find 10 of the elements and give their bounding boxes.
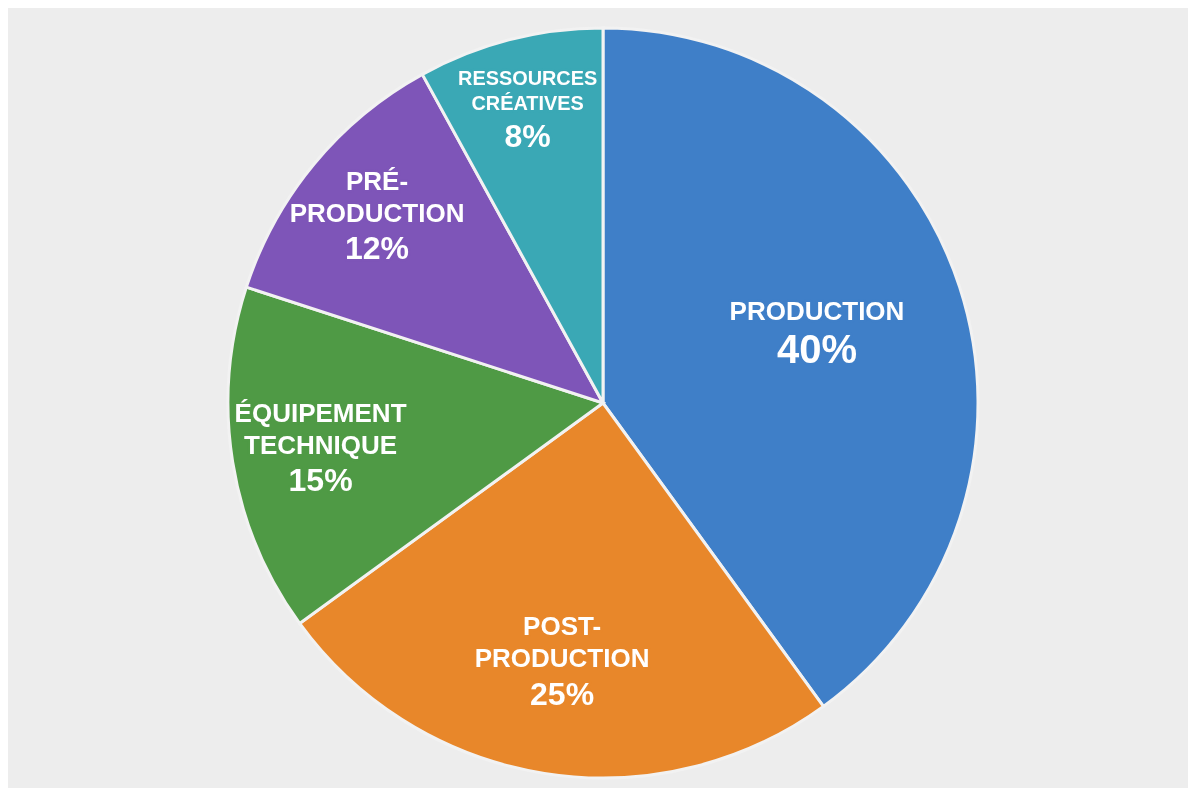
data-label: 12% [345,230,410,267]
slice-label: PRÉ-PRODUCTION [289,166,465,229]
slice-label: ÉQUIPEMENT TECHNIQUE [234,397,407,460]
slice-label: POST-PRODUCTION [474,611,650,674]
data-label: 40% [776,327,858,372]
slice-label: RESSOURCES CRÉATIVES [458,66,598,115]
data-label: 8% [504,117,551,154]
data-label: 15% [288,461,353,498]
data-label: 25% [530,675,595,712]
slice-label: PRODUCTION [729,295,905,326]
